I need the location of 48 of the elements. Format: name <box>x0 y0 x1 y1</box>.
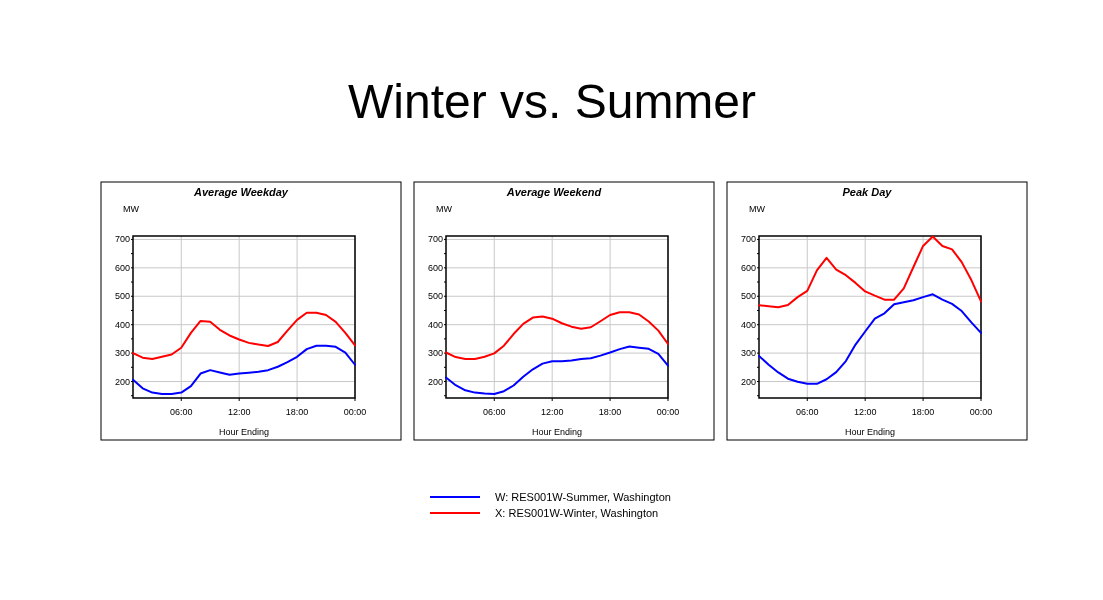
y-tick-label: 500 <box>114 291 130 302</box>
y-tick-label: 400 <box>114 319 130 330</box>
y-tick-label: 200 <box>427 376 443 387</box>
line-series <box>758 293 982 385</box>
line-series <box>758 235 982 309</box>
x-tick-label: 06:00 <box>483 407 506 417</box>
x-tick-label: 06:00 <box>796 407 819 417</box>
y-tick-label: 600 <box>740 262 756 273</box>
x-tick-label: 12:00 <box>227 407 251 417</box>
x-axis-title: Hour Ending <box>218 427 270 437</box>
line-series <box>445 311 669 361</box>
x-tick-label: 18:00 <box>911 407 935 417</box>
y-tick-label: 300 <box>427 348 443 359</box>
y-axis-title: MW <box>436 204 453 214</box>
y-tick-label: 400 <box>427 319 443 330</box>
legend-label: X: RES001W-Winter, Washington <box>495 507 659 519</box>
y-tick-label: 700 <box>114 234 130 245</box>
chart-title: Peak Day <box>842 186 893 198</box>
y-axis-title: MW <box>749 204 766 214</box>
x-tick-label: 06:00 <box>170 407 193 417</box>
y-tick-label: 400 <box>740 319 756 330</box>
y-tick-label: 300 <box>114 348 130 359</box>
y-tick-label: 700 <box>740 234 756 245</box>
line-series <box>132 344 356 396</box>
y-tick-label: 300 <box>740 348 756 359</box>
y-tick-label: 500 <box>740 291 756 302</box>
x-tick-label: 12:00 <box>853 407 877 417</box>
x-tick-label: 00:00 <box>656 407 680 417</box>
line-series <box>132 311 356 361</box>
y-tick-label: 600 <box>114 262 130 273</box>
chart-subtitle: Average Weekend <box>505 186 602 198</box>
x-tick-label: 00:00 <box>969 407 993 417</box>
x-axis-title: Hour Ending <box>844 427 896 437</box>
chart-title: Average Weekday <box>193 186 289 198</box>
y-axis-title: MW <box>123 204 140 214</box>
legend-label: W: RES001W-Summer, Washington <box>495 491 671 503</box>
line-series <box>445 345 669 396</box>
y-tick-label: 200 <box>114 376 130 387</box>
chart-title: Winter vs. Summer <box>347 75 757 128</box>
x-tick-label: 18:00 <box>598 407 622 417</box>
y-tick-label: 500 <box>427 291 443 302</box>
y-tick-label: 700 <box>427 234 443 245</box>
x-tick-label: 00:00 <box>343 407 367 417</box>
y-tick-label: 200 <box>740 376 756 387</box>
x-axis-title: Hour Ending <box>531 427 583 437</box>
x-tick-label: 18:00 <box>285 407 309 417</box>
y-tick-label: 600 <box>427 262 443 273</box>
x-tick-label: 12:00 <box>540 407 564 417</box>
